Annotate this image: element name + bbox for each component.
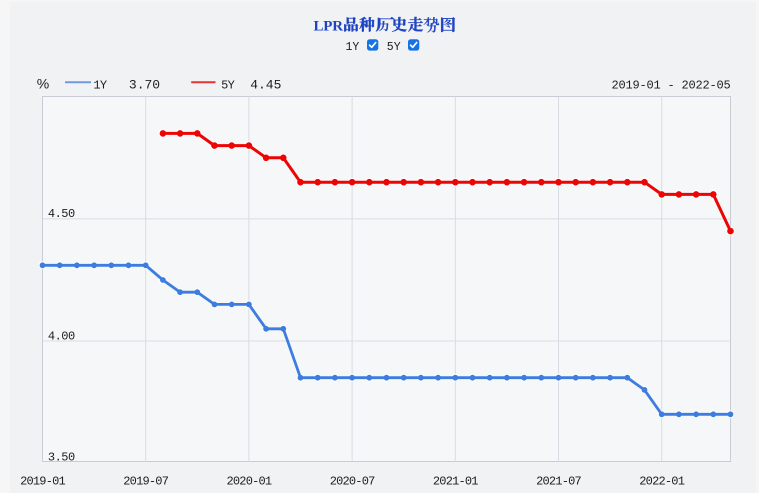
svg-text:4.00: 4.00 — [48, 329, 75, 343]
svg-text:4.50: 4.50 — [48, 207, 75, 221]
svg-text:2019-01 - 2022-05: 2019-01 - 2022-05 — [611, 79, 730, 93]
svg-text:4.45: 4.45 — [250, 78, 281, 93]
svg-text:5Y: 5Y — [221, 79, 235, 93]
svg-text:3.70: 3.70 — [129, 78, 160, 93]
svg-text:2020-01: 2020-01 — [226, 474, 271, 488]
svg-text:5Y: 5Y — [387, 41, 401, 54]
svg-text:2020-07: 2020-07 — [330, 474, 375, 488]
svg-text:2021-07: 2021-07 — [536, 474, 581, 488]
svg-text:2019-07: 2019-07 — [123, 474, 168, 488]
svg-text:LPR: LPR — [314, 19, 344, 35]
svg-text:2021-01: 2021-01 — [433, 474, 478, 488]
svg-text:2022-01: 2022-01 — [639, 474, 684, 488]
svg-text:1Y: 1Y — [93, 79, 107, 93]
svg-text:3.50: 3.50 — [48, 450, 75, 464]
svg-text:2019-01: 2019-01 — [20, 474, 65, 488]
svg-text:1Y: 1Y — [346, 41, 360, 54]
svg-text:%: % — [37, 76, 49, 92]
